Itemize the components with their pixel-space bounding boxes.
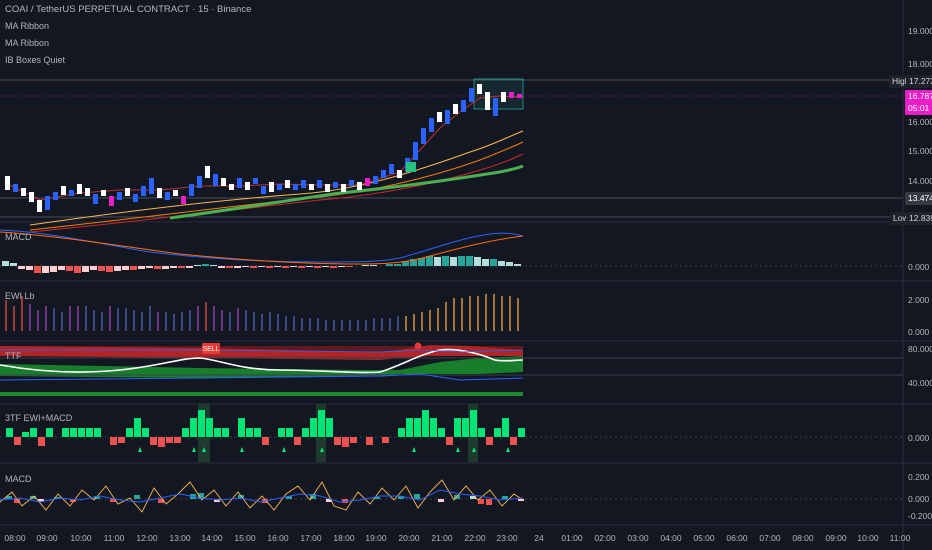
price-tick: 15.000 xyxy=(908,146,932,156)
ewi-tick-zero: 0.000 xyxy=(908,327,930,337)
time-tick: 07:00 xyxy=(759,533,781,543)
tf3-tick: 0.000 xyxy=(908,433,930,443)
time-tick: 09:00 xyxy=(825,533,847,543)
macd2-tick-bottom: -0.200 xyxy=(908,511,932,521)
buy-marker xyxy=(406,162,416,172)
macd2-tick-top: 0.200 xyxy=(908,472,930,482)
time-tick: 19:00 xyxy=(365,533,387,543)
ma-gold xyxy=(29,130,524,226)
macd1-histogram xyxy=(2,256,521,273)
macd2-tick-zero: 0.000 xyxy=(908,494,930,504)
ttf-dot xyxy=(414,342,422,350)
ttf-main-line xyxy=(0,348,524,374)
time-tick: 10:00 xyxy=(70,533,92,543)
price-tick: 18.000 xyxy=(908,59,932,69)
time-tick: 12:00 xyxy=(136,533,158,543)
tf3-triangles xyxy=(138,447,510,452)
indicator-ib-boxes[interactable]: IB Boxes Quiet xyxy=(5,55,66,65)
macd1-signal xyxy=(0,231,524,265)
price-tick: 16.000 xyxy=(908,117,932,127)
price-tick: 14.000 xyxy=(908,176,932,186)
macd2-label[interactable]: MACD xyxy=(5,474,32,484)
ewi-label[interactable]: EWI Lb xyxy=(5,291,35,301)
time-tick: 05:00 xyxy=(693,533,715,543)
time-tick: 16:00 xyxy=(267,533,289,543)
indicator-ma-ribbon-1[interactable]: MA Ribbon xyxy=(5,21,50,31)
time-tick: 11:00 xyxy=(889,533,911,543)
chart-title: COAI / TetherUS PERPETUAL CONTRACT · 15 … xyxy=(5,4,252,15)
time-tick: 02:00 xyxy=(594,533,616,543)
indicator-ma-ribbon-2[interactable]: MA Ribbon xyxy=(5,38,50,48)
ttf-green-band xyxy=(0,356,523,378)
high-value-tag: 17.273 xyxy=(906,75,932,88)
ttf-label[interactable]: TTF xyxy=(5,351,22,361)
ttf-bottom-band xyxy=(0,392,523,396)
time-tick: 17:00 xyxy=(300,533,322,543)
time-tick: 08:00 xyxy=(792,533,814,543)
ttf-tick-80: 80.000 xyxy=(908,344,932,354)
time-tick: 10:00 xyxy=(857,533,879,543)
countdown-tag: 05:01 xyxy=(905,102,932,115)
low-value-tag: 12.839 xyxy=(906,212,932,225)
ib-box xyxy=(473,78,524,110)
macd2-line xyxy=(0,479,524,513)
last-price-tag: 16.787 xyxy=(905,90,932,103)
tf3-label[interactable]: 3TF EWI+MACD xyxy=(5,413,73,423)
time-tick: 09:00 xyxy=(36,533,58,543)
ttf-red-band xyxy=(0,345,523,360)
time-tick: 06:00 xyxy=(726,533,748,543)
ttf-blue-line xyxy=(0,373,524,381)
time-tick: 23:00 xyxy=(496,533,518,543)
candles xyxy=(5,84,522,212)
time-tick: 24 xyxy=(534,533,544,543)
tf3-bars xyxy=(6,410,525,447)
time-tick: 04:00 xyxy=(660,533,682,543)
time-tick: 21:00 xyxy=(431,533,453,543)
time-tick: 11:00 xyxy=(103,533,125,543)
macd1-label[interactable]: MACD xyxy=(5,232,32,242)
macd1-tick: 0.000 xyxy=(908,262,930,272)
mark-price-tag: 13.474 xyxy=(905,192,932,205)
time-tick: 20:00 xyxy=(398,533,420,543)
macd2-signal xyxy=(0,489,524,503)
time-tick: 22:00 xyxy=(464,533,486,543)
ewi-tick-top: 2.000 xyxy=(908,295,930,305)
ma-green xyxy=(169,164,524,220)
macd1-line xyxy=(0,229,524,263)
ewi-bars[interactable] xyxy=(5,294,519,331)
time-tick: 14:00 xyxy=(201,533,223,543)
ttf-blue-upper xyxy=(0,349,524,353)
ttf-tick-40: 40.000 xyxy=(908,378,932,388)
sell-signal-badge[interactable] xyxy=(202,343,220,354)
time-tick: 15:00 xyxy=(234,533,256,543)
price-tick: 19.000 xyxy=(908,26,932,36)
time-tick: 13:00 xyxy=(169,533,191,543)
ma-red xyxy=(29,153,524,233)
time-tick: 03:00 xyxy=(627,533,649,543)
time-tick: 01:00 xyxy=(561,533,583,543)
sell-signal-text: SELL xyxy=(202,346,219,353)
time-tick: 18:00 xyxy=(333,533,355,543)
macd2-histogram xyxy=(6,493,524,505)
time-tick: 08:00 xyxy=(4,533,26,543)
